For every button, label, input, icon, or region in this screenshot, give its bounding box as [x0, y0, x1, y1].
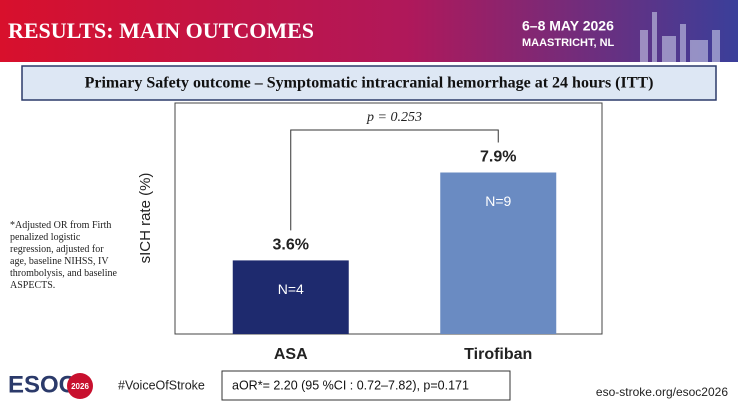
bar — [440, 172, 557, 334]
bar — [232, 260, 349, 334]
logo-year: 2026 — [71, 382, 89, 391]
skyline — [640, 12, 720, 62]
subtitle-box — [21, 65, 717, 101]
value-label: 3.6% — [273, 237, 309, 254]
header-band — [0, 0, 738, 62]
logo: ESOC — [8, 371, 76, 398]
hashtag: #VoiceOfStroke — [118, 378, 205, 392]
n-label: N=9 — [485, 193, 511, 209]
significance-bracket — [290, 129, 499, 231]
logo-badge — [67, 373, 93, 399]
n-label: N=4 — [278, 281, 304, 297]
y-axis-label: sICH rate (%) — [137, 173, 154, 264]
header-date: 6–8 MAY 2026 — [522, 18, 614, 34]
p-value: p = 0.253 — [366, 110, 422, 125]
chart-title: Primary Safety outcome – Symptomatic int… — [85, 75, 654, 92]
result-box — [221, 370, 511, 401]
value-label: 7.9% — [480, 149, 516, 166]
result-text: aOR*= 2.20 (95 %CI : 0.72–7.82), p=0.171 — [232, 378, 469, 392]
x-tick-label: Tirofiban — [464, 346, 532, 363]
url: eso-stroke.org/esoc2026 — [596, 385, 728, 399]
header-location: MAASTRICHT, NL — [522, 37, 615, 49]
header-title: RESULTS: MAIN OUTCOMES — [8, 18, 314, 43]
x-tick-label: ASA — [274, 346, 308, 363]
footnote: *Adjusted OR from Firth penalized logist… — [10, 220, 117, 291]
